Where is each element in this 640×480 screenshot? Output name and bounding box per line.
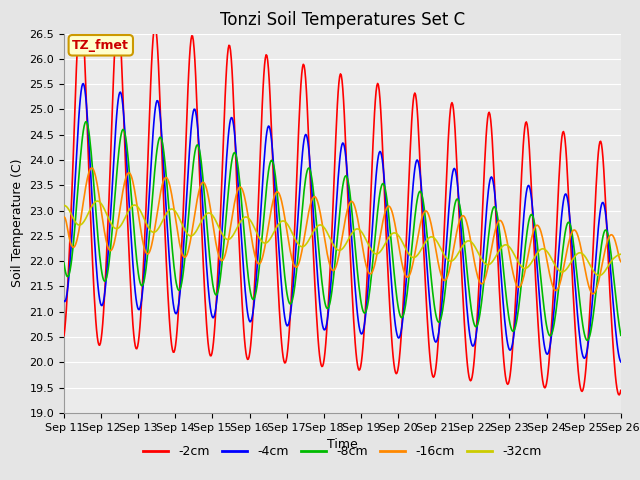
-2cm [617,387,625,393]
-16cm [88,165,96,171]
-16cm [128,176,136,182]
-2cm [128,311,136,316]
-8cm [185,212,193,218]
-16cm [214,251,222,256]
Legend: -2cm, -4cm, -8cm, -16cm, -32cm: -2cm, -4cm, -8cm, -16cm, -32cm [138,441,547,463]
-2cm [60,333,68,338]
-8cm [128,204,136,210]
Line: -32cm: -32cm [64,201,621,276]
-16cm [60,214,68,220]
Line: -16cm: -16cm [64,168,621,294]
-4cm [214,284,222,289]
-16cm [70,244,78,250]
X-axis label: Time: Time [327,438,358,451]
-4cm [411,166,419,172]
-32cm [411,254,419,260]
-4cm [617,359,625,365]
-4cm [60,298,68,304]
-4cm [185,160,193,166]
Y-axis label: Soil Temperature (C): Soil Temperature (C) [11,159,24,288]
-32cm [617,252,625,257]
-8cm [617,332,625,338]
-32cm [595,273,603,278]
-32cm [128,203,136,209]
Line: -8cm: -8cm [64,122,621,340]
-16cm [617,259,625,264]
-8cm [584,337,591,343]
-8cm [70,233,78,239]
Line: -4cm: -4cm [64,84,621,362]
-16cm [411,251,419,257]
-32cm [60,203,68,208]
-8cm [411,215,419,221]
-2cm [214,264,222,270]
-8cm [428,274,435,280]
-16cm [428,221,435,227]
-8cm [60,260,68,266]
Text: TZ_fmet: TZ_fmet [72,39,129,52]
-4cm [79,81,87,86]
-2cm [185,70,193,76]
-4cm [128,250,136,256]
-4cm [428,314,435,320]
-32cm [214,223,222,228]
-32cm [185,232,193,238]
-32cm [70,217,78,223]
-16cm [589,291,596,297]
-16cm [185,246,193,252]
-2cm [616,392,623,398]
-8cm [82,119,90,125]
-32cm [428,234,435,240]
Line: -2cm: -2cm [64,7,621,395]
-8cm [214,288,222,294]
-2cm [428,365,435,371]
-2cm [70,130,78,136]
-32cm [93,198,101,204]
-4cm [70,196,78,202]
Title: Tonzi Soil Temperatures Set C: Tonzi Soil Temperatures Set C [220,11,465,29]
-2cm [77,4,85,10]
-2cm [411,90,419,96]
